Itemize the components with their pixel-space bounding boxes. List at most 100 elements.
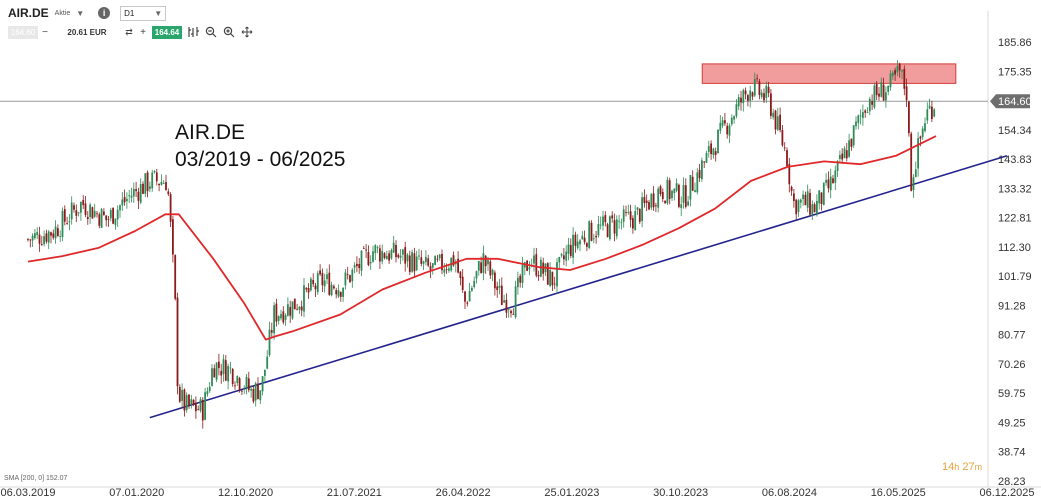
candle-up (422, 261, 425, 264)
candle-up (533, 255, 535, 264)
candle-up (914, 169, 917, 178)
candle-down (632, 218, 634, 229)
candle-down (604, 215, 607, 223)
candle-up (862, 112, 864, 118)
candle-up (250, 388, 252, 391)
candle-up (588, 221, 591, 248)
candle-up (901, 70, 903, 72)
candle-down (480, 262, 482, 273)
candle-down (763, 93, 765, 101)
buy-button[interactable]: 164.64 (152, 25, 182, 39)
candle-down (201, 399, 204, 421)
candle-down (142, 183, 144, 194)
swap-icon[interactable]: ⇄ (125, 26, 133, 37)
candle-up (181, 389, 183, 401)
candle-down (103, 211, 105, 215)
chart-type-icon[interactable] (185, 25, 200, 39)
timeframe-select[interactable]: D1 ▼ (120, 5, 167, 21)
candle-down (813, 204, 816, 213)
current-price-tag (990, 94, 1030, 109)
candle-down (698, 169, 701, 179)
candle-down (362, 248, 365, 249)
candle-down (820, 192, 823, 204)
candle-up (567, 244, 570, 254)
candle-up (926, 109, 929, 121)
candle-up (650, 193, 653, 208)
quantity-input[interactable]: 20.61 EUR (67, 27, 107, 37)
candle-down (645, 200, 648, 203)
candle-down (908, 101, 910, 134)
crosshair-move-icon[interactable] (239, 25, 254, 39)
sell-button[interactable]: 164.60 (8, 25, 38, 39)
candle-down (169, 194, 172, 222)
candle-down (500, 285, 503, 305)
candle-down (176, 297, 179, 387)
candle-up (215, 362, 218, 380)
decrease-quantity-button[interactable]: − (42, 26, 48, 38)
candle-up (581, 235, 584, 240)
candle-up (93, 210, 96, 217)
candle-up (144, 173, 147, 194)
candle-up (475, 271, 478, 279)
candle-down (586, 243, 588, 247)
candle-down (404, 247, 407, 264)
candle-down (52, 233, 55, 238)
candle-down (613, 220, 616, 234)
candle-up (392, 242, 395, 253)
candle-down (781, 129, 784, 146)
candle-down (367, 252, 370, 266)
candle-down (574, 234, 577, 246)
candle-down (595, 235, 597, 238)
candle-up (151, 172, 154, 189)
candle-up (592, 238, 595, 240)
candle-up (47, 231, 50, 243)
candle-up (132, 188, 135, 197)
candle-up (385, 255, 388, 260)
candle-up (933, 109, 936, 117)
candle-up (928, 105, 931, 109)
zoom-out-icon[interactable] (203, 25, 218, 39)
increase-quantity-button[interactable]: + (140, 26, 146, 38)
candle-down (461, 276, 464, 290)
candle-down (845, 150, 848, 159)
symbol-dropdown-chevron-icon[interactable]: ▼ (76, 8, 85, 18)
candle-up (503, 300, 505, 303)
candle-up (149, 186, 151, 189)
zoom-in-icon[interactable] (221, 25, 236, 39)
candle-up (887, 85, 890, 92)
candle-up (390, 250, 393, 259)
candle-down (931, 106, 933, 119)
candle-down (319, 270, 321, 275)
candle-down (786, 150, 788, 167)
candle-down (512, 314, 515, 315)
candle-up (666, 179, 669, 204)
sma-200-line (27, 135, 937, 341)
candle-up (36, 232, 39, 236)
candle-up (438, 254, 441, 259)
candle-down (158, 183, 160, 186)
candle-up (264, 369, 266, 376)
candle-down (247, 378, 250, 391)
candle-up (880, 82, 883, 97)
candle-up (415, 256, 418, 271)
candle-up (560, 254, 563, 256)
candle-up (89, 204, 91, 217)
candle-down (827, 179, 830, 189)
candle-up (620, 222, 623, 224)
candle-up (261, 376, 264, 392)
candle-up (797, 200, 800, 212)
candle-down (751, 92, 754, 97)
y-tick-label: 91.28 (998, 300, 1026, 312)
symbol-name[interactable]: AIR.DE (8, 6, 49, 20)
candle-up (735, 104, 738, 117)
candle-down (307, 288, 310, 293)
info-icon[interactable]: i (98, 7, 111, 19)
candle-down (910, 133, 913, 191)
candle-up (687, 201, 689, 206)
candle-down (86, 216, 89, 220)
candle-up (342, 287, 344, 297)
candle-up (468, 290, 471, 302)
candle-up (682, 185, 685, 203)
candle-down (178, 387, 181, 402)
